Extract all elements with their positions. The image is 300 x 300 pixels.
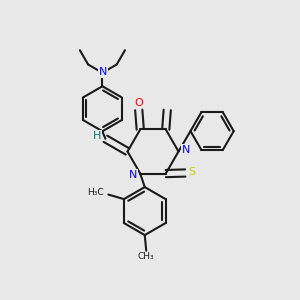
Text: N: N — [182, 145, 190, 155]
Text: N: N — [99, 67, 107, 77]
Text: S: S — [188, 167, 195, 177]
Text: H₃C: H₃C — [87, 188, 104, 197]
Text: O: O — [134, 98, 143, 108]
Text: H: H — [93, 131, 101, 141]
Text: N: N — [129, 170, 137, 180]
Text: CH₃: CH₃ — [138, 252, 154, 261]
